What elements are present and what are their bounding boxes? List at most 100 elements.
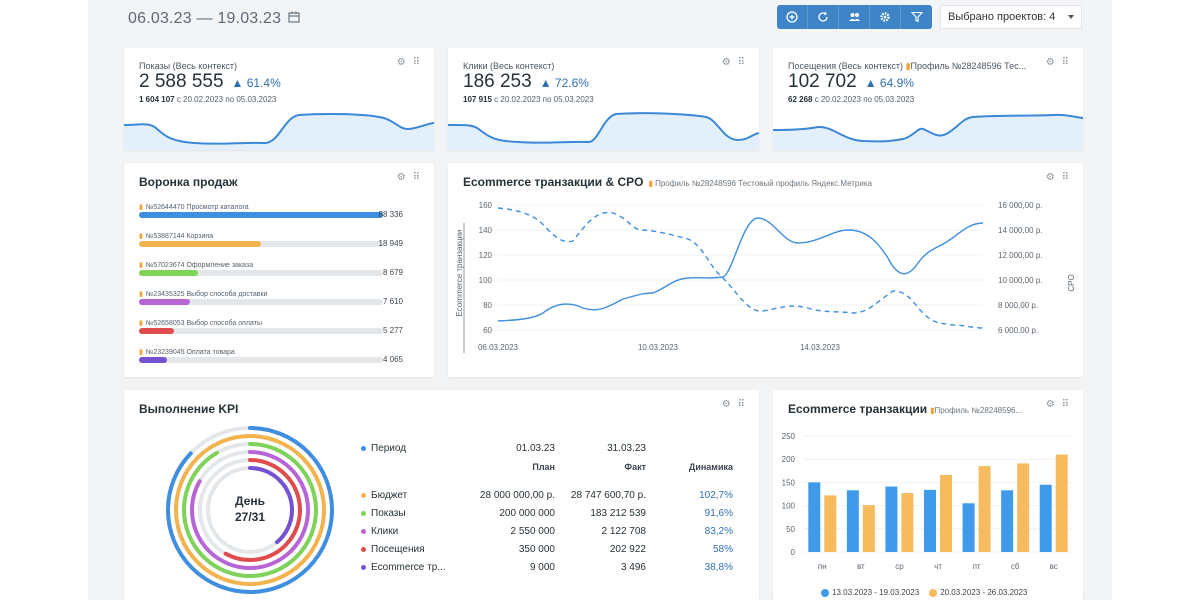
y-tick-label: 50 [786,525,795,534]
settings-button[interactable] [870,5,901,29]
sparkline [124,112,434,150]
drag-handle-icon[interactable]: ⠿ [1061,172,1069,183]
bar[interactable] [846,490,859,552]
drag-handle-icon[interactable]: ⠿ [1061,57,1069,68]
calendar-icon[interactable] [288,11,300,23]
gear-icon[interactable]: ⚙ [1045,172,1055,183]
funnel-item[interactable]: ▮ №23435325 Выбор способа доставки 7 610 [139,289,417,306]
kpi-card-title: Клики (Весь контекст) [463,61,555,71]
bar[interactable] [1039,484,1052,552]
drag-handle-icon[interactable]: ⠿ [1061,399,1069,410]
projects-select[interactable]: Выбрано проектов: 4 [940,5,1082,29]
ring-progress [198,458,302,562]
cpo-line [497,207,984,329]
y2-tick-label: 16 000,00 р. [998,201,1042,210]
legend-item[interactable]: 20.03.2023 - 26.03.2023 [929,588,1027,597]
funnel-item-text: №57023674 Оформление заказа [145,261,254,269]
metrika-icon: ▮ [139,291,143,298]
kpi-value-number: 102 702 [788,71,857,92]
bar[interactable] [885,486,898,552]
bar[interactable] [808,482,821,552]
bar[interactable] [824,495,837,552]
period-label: Период [371,443,407,454]
x-tick-label: чт [934,562,942,571]
drag-handle-icon[interactable]: ⠿ [412,172,420,183]
bar[interactable] [1001,490,1014,552]
ecom-cpo-source: ▮ Профиль №28248596 Тестовый профиль Янд… [648,179,872,188]
bar[interactable] [1055,454,1068,552]
add-widget-button[interactable] [777,5,808,29]
y-tick-label: 200 [782,455,796,464]
funnel-item-value: 8 679 [382,268,403,277]
ecom-bar-title-text: Ecommerce транзакции [788,402,928,416]
kpi-row-dyn: 102,7% [699,490,733,501]
kpi-row-plan: 350 000 [518,544,555,555]
gear-icon[interactable]: ⚙ [721,57,731,68]
ecom-cpo-source-text: Профиль №28248596 Тестовый профиль Яндек… [655,179,872,188]
gear-icon[interactable]: ⚙ [721,399,731,410]
funnel-bar-track [139,357,383,363]
kpi-table-row: Посещения 350 000 202 922 58% [361,544,741,558]
bar[interactable] [940,474,952,552]
funnel-item[interactable]: ▮ №57023674 Оформление заказа 8 679 [139,260,417,277]
funnel-bar-fill [139,241,261,247]
kpi-row-dyn: 38,8% [704,562,733,573]
funnel-item[interactable]: ▮ №23239045 Оплата товара 4 065 [139,347,417,364]
kpi-row-fact: 183 212 539 [590,508,646,519]
kpi-prev-period: с 20.02.2023 по 05.03.2023 [494,95,594,104]
kpi-change: ▲ 61.4% [231,76,281,90]
funnel-item[interactable]: ▮ №52644470 Просмотр каталога 88 336 [139,202,417,219]
drag-handle-icon[interactable]: ⠿ [412,57,420,68]
x-tick-label: вс [1050,562,1058,571]
funnel-item-label: ▮ №52658053 Выбор способа оплаты [139,318,417,328]
funnel-item-value: 5 277 [382,326,403,335]
bar[interactable] [862,505,875,552]
y-tick-label: 120 [479,251,493,260]
gear-icon[interactable]: ⚙ [396,172,406,183]
funnel-bar-fill [139,328,175,334]
col-dyn: Динамика [688,462,733,472]
kpi-change-value: 64.9% [879,76,914,90]
bar[interactable] [924,489,936,552]
gear-icon[interactable]: ⚙ [1045,399,1055,410]
refresh-button[interactable] [808,5,839,29]
drag-handle-icon[interactable]: ⠿ [737,57,745,68]
funnel-bar-track [139,270,383,276]
legend-item[interactable]: 13.03.2023 - 19.03.2023 [821,588,919,597]
funnel-item-label: ▮ №52644470 Просмотр каталога [139,202,417,212]
kpi-prev-period: с 20.02.2023 по 05.03.2023 [814,95,915,104]
metrika-icon: ▮ [139,204,143,211]
y-tick-label: 100 [479,276,493,285]
kpi-table-row: Бюджет 28 000 000,00 р. 28 747 600,70 р. 10… [361,490,741,504]
gear-icon[interactable]: ⚙ [1045,57,1055,68]
kpi-previous: 107 915 с 20.02.2023 по 05.03.2023 [463,95,594,104]
bar[interactable] [1017,463,1030,552]
kpi-card-impressions: Показы (Весь контекст) ⚙ ⠿ 2 588 555 ▲ 61… [124,48,434,150]
funnel-item[interactable]: ▮ №52658053 Выбор способа оплаты 5 277 [139,318,417,335]
date-range[interactable]: 06.03.23 — 19.03.23 [128,10,282,27]
funnel-bar-fill [139,357,168,363]
settings-icon [880,12,890,22]
funnel-item[interactable]: ▮ №53887144 Корзина 18 949 [139,231,417,248]
metrika-icon: ▮ [930,406,935,415]
kpi-row-name: Бюджет [371,490,408,501]
kpi-row-dot [361,565,366,570]
funnel-item-text: №52644470 Просмотр каталога [145,203,249,211]
gear-icon[interactable]: ⚙ [396,57,406,68]
kpi-row-fact: 202 922 [609,544,646,555]
ecom-cpo-card: Ecommerce транзакции & CPO ▮ Профиль №282… [448,163,1083,377]
bar[interactable] [978,466,991,552]
filter-button[interactable] [901,5,932,29]
ecom-bar-card: Ecommerce транзакции ▮Профиль №28248596..… [773,390,1083,600]
kpi-row-plan: 9 000 [529,562,555,573]
x-tick-label: пт [973,562,981,571]
kpi-change-value: 61.4% [246,76,281,90]
bar[interactable] [901,493,914,552]
drag-handle-icon[interactable]: ⠿ [737,399,745,410]
ecom-cpo-chart: 160 140 120 100 80 60 16 000,00 р. 14 000,00 р.… [455,201,1076,353]
kpi-table-row: Ecommerce тр... 9 000 3 496 38,8% [361,562,741,576]
users-button[interactable] [839,5,870,29]
refresh-icon [818,11,828,22]
legend-label: 20.03.2023 - 26.03.2023 [940,588,1028,597]
bar[interactable] [962,503,975,552]
